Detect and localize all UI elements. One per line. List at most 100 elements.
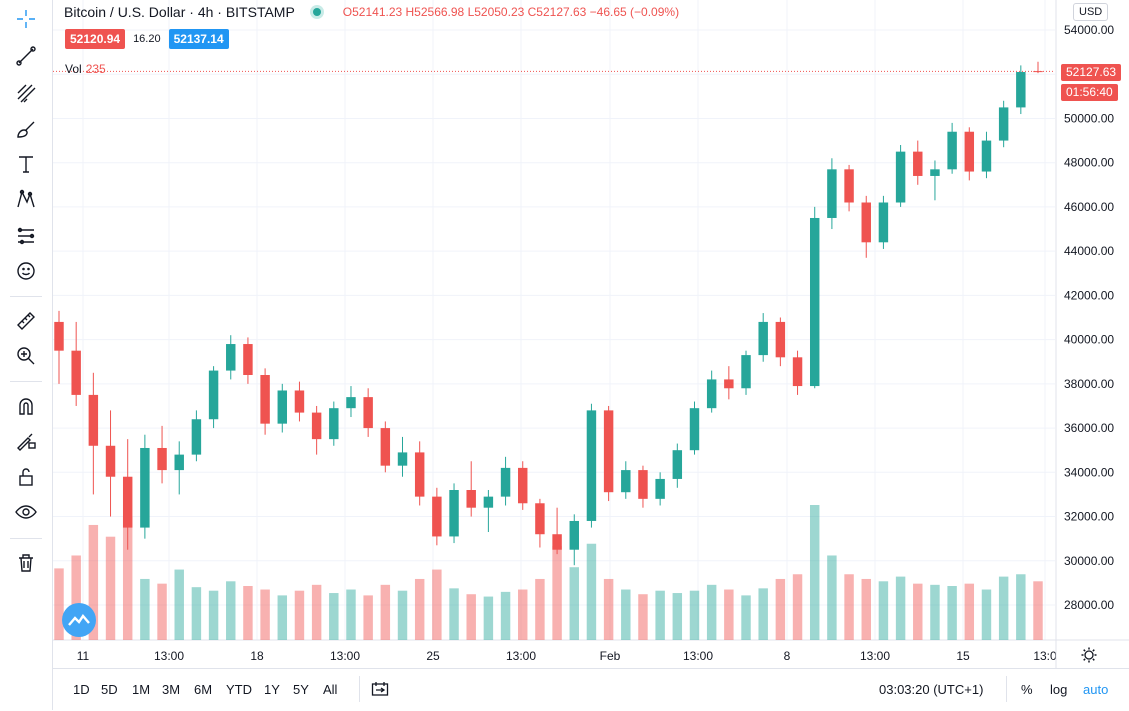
volume-bar (878, 581, 889, 640)
range-ytd-button[interactable]: YTD (226, 682, 252, 697)
volume-bar (277, 595, 288, 640)
candle-body (621, 470, 631, 493)
volume-bar (741, 595, 751, 640)
clock-timezone[interactable]: 03:03:20 (UTC+1) (879, 682, 984, 697)
candle-body (672, 450, 683, 479)
candle-body (243, 344, 253, 375)
range-1m-button[interactable]: 1M (132, 682, 151, 697)
auto-scale-button[interactable]: auto (1083, 682, 1109, 697)
zoom-icon[interactable] (8, 341, 44, 371)
ruler-icon[interactable] (8, 306, 44, 336)
candlestick-chart[interactable]: 54000.0052000.0050000.0048000.0046000.00… (53, 0, 1129, 668)
log-scale-button[interactable]: log (1050, 682, 1068, 697)
percent-scale-button[interactable]: % (1021, 682, 1033, 697)
volume-bar (552, 546, 562, 640)
candle-body (432, 496, 442, 537)
candle-body (466, 490, 476, 508)
brush-icon[interactable] (8, 114, 44, 144)
candle-body (277, 390, 288, 424)
eye-icon[interactable] (8, 497, 44, 527)
volume-bar (243, 586, 253, 640)
volume-bar (861, 578, 871, 640)
candle-body (861, 202, 871, 243)
time-tick-label: 13:0 (1033, 649, 1057, 663)
bottom-divider (1006, 676, 1007, 702)
volume-bar (930, 584, 940, 640)
range-all-button[interactable]: All (323, 682, 338, 697)
volume-bar (895, 576, 906, 640)
candle-body (260, 375, 270, 424)
buy-price-button[interactable]: 52137.14 (168, 29, 229, 49)
toolbar-divider (10, 538, 42, 539)
currency-button[interactable]: USD (1073, 3, 1109, 21)
pattern-icon[interactable] (8, 184, 44, 214)
range-6m-button[interactable]: 6M (194, 682, 213, 697)
price-tick-label: 40000.00 (1064, 333, 1114, 347)
price-tick-label: 38000.00 (1064, 377, 1114, 391)
volume-bar (586, 543, 597, 640)
volume-bar (535, 578, 545, 640)
magnet-icon[interactable] (8, 391, 44, 421)
volume-bar (466, 594, 476, 640)
candle-body (947, 131, 957, 170)
time-tick-label: 13:00 (860, 649, 890, 663)
volume-bar (397, 590, 408, 640)
lock-drawing-icon[interactable] (8, 425, 44, 455)
range-3m-button[interactable]: 3M (162, 682, 181, 697)
sell-price-button[interactable]: 52120.94 (65, 29, 126, 49)
candle-body (226, 344, 236, 371)
volume-bar (964, 583, 975, 640)
fib-icon[interactable] (8, 78, 44, 108)
price-tick-label: 30000.00 (1064, 554, 1114, 568)
range-5y-button[interactable]: 5Y (293, 682, 309, 697)
candle-body (414, 452, 425, 497)
settings-gear-icon[interactable] (1081, 647, 1097, 663)
candle-body (54, 321, 64, 351)
date-range-icon[interactable] (371, 681, 389, 702)
candle-body (552, 534, 562, 550)
tradingview-logo[interactable] (62, 603, 96, 637)
candle-body (71, 350, 81, 395)
emoji-icon[interactable] (8, 256, 44, 286)
volume-bar (157, 583, 167, 640)
unlock-icon[interactable] (8, 462, 44, 492)
volume-bar (311, 584, 322, 640)
candle-body (775, 321, 786, 358)
volume-legend[interactable]: Vol 235 (65, 62, 106, 76)
candle-body (998, 107, 1009, 141)
volume-bar (689, 590, 700, 640)
price-tick-label: 50000.00 (1064, 111, 1114, 125)
candle-body (981, 140, 992, 172)
candle-body (792, 357, 803, 387)
candle-body (809, 217, 820, 387)
volume-bar (226, 581, 236, 640)
symbol-title[interactable]: Bitcoin / U.S. Dollar · 4h · BITSTAMP (64, 4, 295, 20)
volume-bar (724, 589, 734, 640)
text-icon[interactable] (8, 149, 44, 179)
trend-line-icon[interactable] (8, 41, 44, 71)
range-5d-button[interactable]: 5D (101, 682, 118, 697)
volume-value: 235 (85, 62, 106, 76)
volume-bar (500, 591, 511, 640)
symbol-legend: Bitcoin / U.S. Dollar · 4h · BITSTAMP O5… (64, 4, 679, 20)
volume-bar (913, 583, 923, 640)
range-1d-button[interactable]: 1D (73, 682, 90, 697)
drawing-toolbar (0, 0, 53, 710)
volume-bar (294, 590, 305, 640)
volume-bar (54, 568, 64, 640)
price-tick-label: 34000.00 (1064, 465, 1114, 479)
prediction-icon[interactable] (8, 221, 44, 251)
range-1y-button[interactable]: 1Y (264, 682, 280, 697)
crosshair-icon[interactable] (8, 4, 44, 34)
volume-bar (208, 590, 219, 640)
trash-icon[interactable] (8, 548, 44, 578)
candle-body (844, 169, 854, 203)
volume-bar (414, 578, 425, 640)
candle-body (569, 520, 579, 550)
price-tick-label: 54000.00 (1064, 23, 1114, 37)
price-tick-label: 44000.00 (1064, 244, 1114, 258)
candle-body (294, 390, 305, 413)
candle-body (586, 410, 597, 521)
candle-body (329, 408, 339, 440)
time-tick-label: 18 (250, 649, 264, 663)
